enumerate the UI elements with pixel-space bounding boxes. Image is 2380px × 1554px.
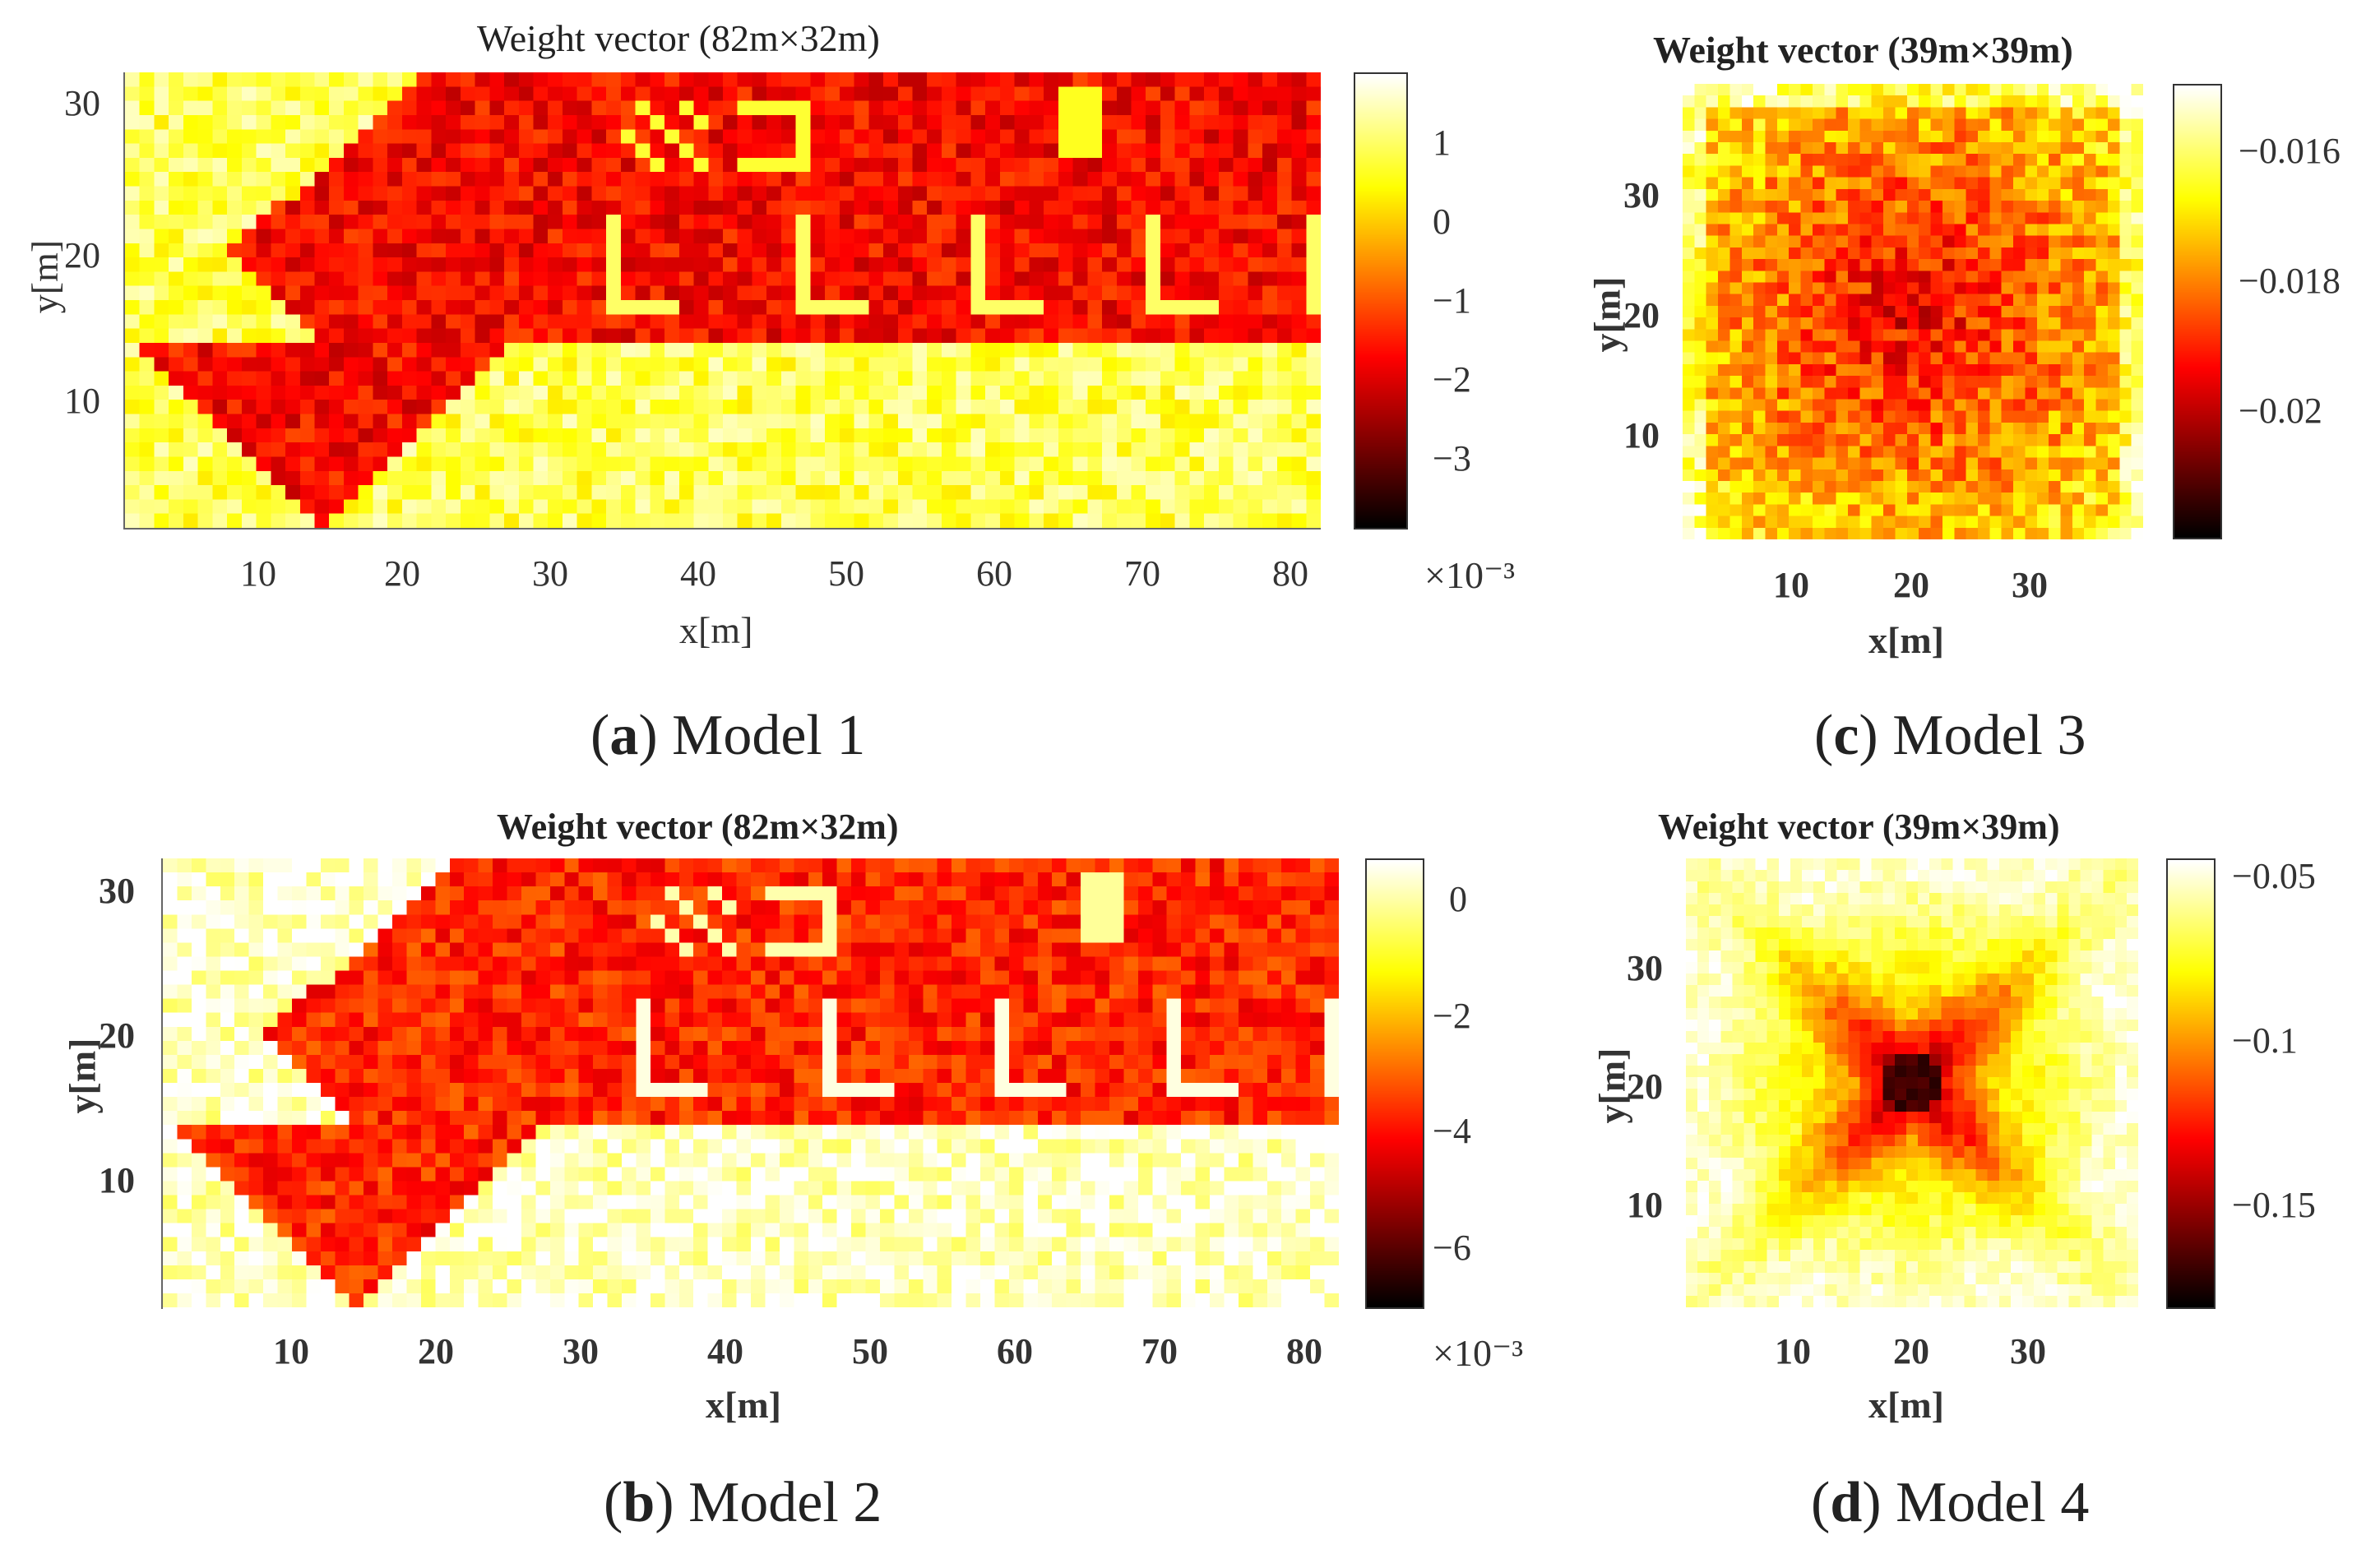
panel-d-xlabel: x[m] bbox=[1868, 1384, 1944, 1426]
panel-d-cbtick: −0.1 bbox=[2232, 1020, 2298, 1061]
panel-c-cbtick: −0.016 bbox=[2239, 131, 2341, 171]
panel-d-ytick: 20 bbox=[1627, 1066, 1663, 1107]
panel-a-xtick: 20 bbox=[384, 553, 420, 594]
panel-b-colorbar bbox=[1365, 858, 1424, 1309]
panel-a-xtick: 30 bbox=[532, 553, 568, 594]
panel-c-ytick: 20 bbox=[1623, 295, 1660, 335]
panel-a-xtick: 60 bbox=[976, 553, 1012, 594]
panel-b-xlabel: x[m] bbox=[706, 1384, 781, 1426]
panel-a-caption: (a) Model 1 bbox=[590, 704, 866, 767]
panel-d-cbtick: −0.05 bbox=[2232, 856, 2316, 896]
panel-b-xtick: 60 bbox=[997, 1331, 1033, 1371]
panel-b-cbtick: −6 bbox=[1433, 1228, 1471, 1268]
panel-d-ytick: 10 bbox=[1627, 1185, 1663, 1225]
panel-c-ytick: 10 bbox=[1623, 415, 1660, 456]
panel-a-ytick: 10 bbox=[64, 381, 100, 421]
panel-a-xtick: 70 bbox=[1124, 553, 1160, 594]
panel-b-xtick: 80 bbox=[1286, 1331, 1322, 1371]
panel-d-heatmap bbox=[1686, 858, 2138, 1307]
panel-a-cbtick: −1 bbox=[1433, 280, 1471, 321]
panel-a-scale: ×10⁻³ bbox=[1424, 554, 1516, 596]
panel-a-colorbar bbox=[1354, 72, 1408, 530]
panel-c-xtick: 30 bbox=[2012, 565, 2048, 605]
panel-c-xtick: 10 bbox=[1773, 565, 1809, 605]
panel-b-ytick: 10 bbox=[99, 1160, 135, 1200]
panel-c-heatmap bbox=[1683, 84, 2143, 539]
panel-d-ylabel: y[m] bbox=[1591, 1048, 1633, 1124]
panel-b-xtick: 30 bbox=[563, 1331, 599, 1371]
panel-b-xtick: 10 bbox=[273, 1331, 309, 1371]
panel-a-ytick: 20 bbox=[64, 235, 100, 275]
panel-b-ytick: 30 bbox=[99, 871, 135, 911]
panel-b-ylabel: y[m] bbox=[61, 1038, 104, 1114]
panel-b-cbtick: −4 bbox=[1433, 1111, 1471, 1151]
panel-a-cbtick: −3 bbox=[1433, 438, 1471, 479]
panel-a-x-axis bbox=[123, 528, 1321, 530]
panel-b-scale: ×10⁻³ bbox=[1433, 1332, 1524, 1374]
panel-a-cbtick: −2 bbox=[1433, 359, 1471, 400]
panel-a-title: Weight vector (82m×32m) bbox=[477, 17, 880, 59]
panel-d-xtick: 30 bbox=[2010, 1331, 2046, 1371]
panel-a-xtick: 50 bbox=[828, 553, 864, 594]
panel-b-xtick: 70 bbox=[1141, 1331, 1178, 1371]
panel-c-cbtick: −0.02 bbox=[2239, 391, 2322, 431]
panel-a-cbtick: 1 bbox=[1433, 123, 1451, 163]
panel-c-colorbar bbox=[2173, 84, 2222, 539]
panel-b-y-axis bbox=[161, 858, 163, 1309]
panel-b-heatmap bbox=[163, 858, 1339, 1307]
panel-a-ylabel: y[m] bbox=[24, 239, 67, 314]
panel-b-caption: (b) Model 2 bbox=[604, 1471, 882, 1534]
panel-c-xtick: 20 bbox=[1893, 565, 1929, 605]
panel-a-xlabel: x[m] bbox=[679, 609, 753, 651]
panel-c-cbtick: −0.018 bbox=[2239, 261, 2341, 301]
panel-a-y-axis bbox=[123, 72, 125, 530]
panel-a-xtick: 10 bbox=[240, 553, 276, 594]
panel-d-xtick: 20 bbox=[1893, 1331, 1929, 1371]
panel-d-cbtick: −0.15 bbox=[2232, 1185, 2316, 1225]
panel-d-ytick: 30 bbox=[1627, 948, 1663, 988]
panel-c-ytick: 30 bbox=[1623, 175, 1660, 215]
panel-d-caption: (d) Model 4 bbox=[1811, 1471, 2090, 1534]
panel-d-title: Weight vector (39m×39m) bbox=[1658, 807, 2060, 847]
panel-b-xtick: 40 bbox=[707, 1331, 743, 1371]
panel-d-colorbar bbox=[2166, 858, 2216, 1309]
panel-b-xtick: 50 bbox=[852, 1331, 888, 1371]
panel-b-cbtick: −2 bbox=[1433, 996, 1471, 1036]
panel-a-xtick: 40 bbox=[680, 553, 716, 594]
panel-a-heatmap bbox=[125, 72, 1321, 528]
panel-c-title: Weight vector (39m×39m) bbox=[1653, 29, 2073, 71]
panel-b-ytick: 20 bbox=[99, 1015, 135, 1056]
panel-c-caption: (c) Model 3 bbox=[1814, 704, 2086, 767]
panel-d-xtick: 10 bbox=[1775, 1331, 1811, 1371]
panel-b-xtick: 20 bbox=[418, 1331, 454, 1371]
panel-c-xlabel: x[m] bbox=[1868, 619, 1944, 661]
panel-b-title: Weight vector (82m×32m) bbox=[497, 807, 899, 847]
panel-c-ylabel: y[m] bbox=[1586, 276, 1628, 353]
panel-a-xtick: 80 bbox=[1272, 553, 1308, 594]
panel-a-ytick: 30 bbox=[64, 83, 100, 123]
panel-b-cbtick: 0 bbox=[1449, 879, 1467, 919]
panel-a-cbtick: 0 bbox=[1433, 201, 1451, 242]
